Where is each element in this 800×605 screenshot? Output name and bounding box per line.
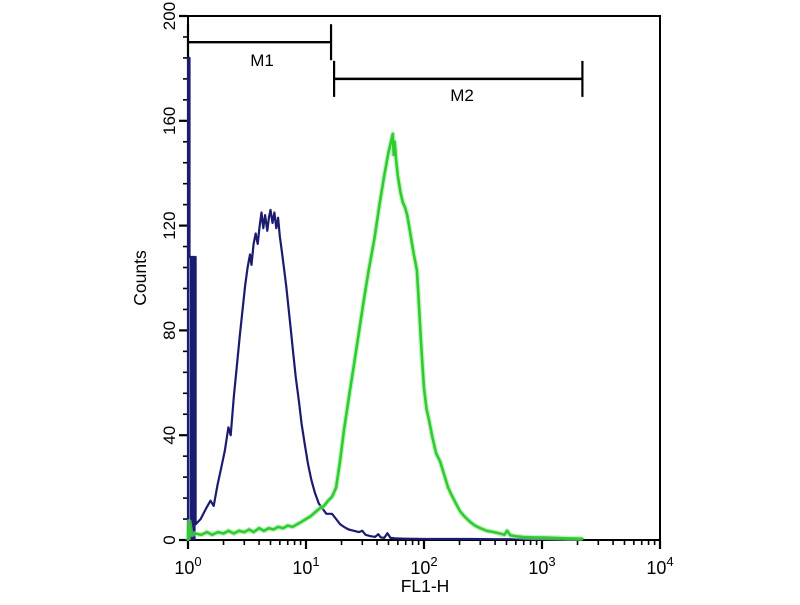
x-axis-tick-label-10e1: 101 [292,554,319,578]
x-axis-tick-label-10e3: 103 [528,554,555,578]
x-axis-tick-label-10e0: 100 [174,554,201,578]
y-axis-tick-label-200: 200 [160,2,179,30]
plot-frame [187,15,661,541]
green-curve [186,132,584,542]
y-axis-tick-label-80: 80 [160,321,179,340]
y-axis-title: Counts [130,250,150,306]
y-axis-tick-label-120: 120 [160,211,179,239]
blue-curve-edge-bar [189,257,196,540]
x-axis-title: FL1-H [401,576,450,596]
blue-curve [186,56,561,542]
y-axis-tick-label-0: 0 [160,535,179,544]
gate-m1-label: M1 [250,51,274,70]
gate-m2-label: M2 [450,86,474,105]
x-axis-tick-label-10e2: 102 [410,554,437,578]
y-axis-tick-label-160: 160 [160,107,179,135]
y-axis-tick-label-40: 40 [160,426,179,445]
chart-generated-layer: 0 40 80 120 160 200 100 101 102 103 104 [160,2,674,578]
x-axis-tick-label-10e4: 104 [646,554,673,578]
